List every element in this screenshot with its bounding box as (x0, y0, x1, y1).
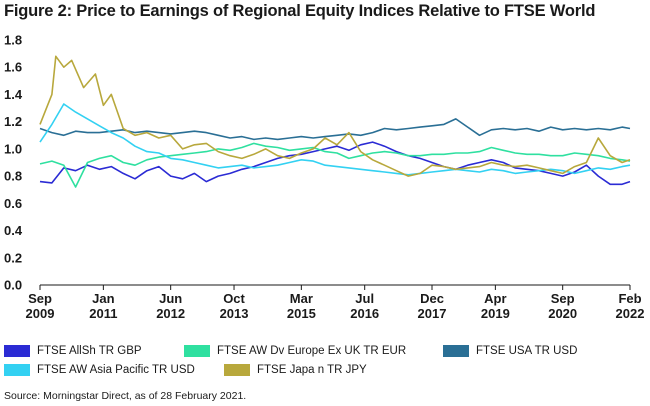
x-tick-label: 2019 (481, 306, 510, 321)
x-tick-label: Jan (92, 291, 114, 306)
legend-item-japan: FTSE Japa n TR JPY (224, 364, 367, 376)
legend-swatch-usa (443, 345, 469, 357)
series-line-0 (39, 141, 631, 186)
legend-swatch-europe (184, 345, 210, 357)
x-tick-label: 2011 (89, 306, 117, 321)
legend-swatch-allshare (4, 345, 30, 357)
series-line-1 (39, 142, 631, 188)
x-tick-label: Oct (223, 291, 245, 306)
series-line-3 (39, 103, 631, 176)
legend-item-europe: FTSE AW Dv Europe Ex UK TR EUR (184, 345, 406, 357)
x-tick-label: 2020 (548, 306, 577, 321)
x-tick-label: 2016 (350, 306, 379, 321)
series-line-4 (39, 55, 631, 177)
legend-item-usa: FTSE USA TR USD (443, 345, 577, 357)
x-tick-label: 2015 (287, 306, 316, 321)
legend-item-allshare: FTSE AllSh TR GBP (4, 345, 142, 357)
y-axis: 0.0 0.2 0.4 0.6 0.8 1.0 1.2 1.4 1.6 1.8 (4, 33, 23, 293)
x-tick-label: Apr (484, 291, 506, 306)
legend-swatch-asia-pacific (4, 364, 30, 376)
x-tick-label: Mar (290, 291, 313, 306)
y-tick-label: 1.2 (4, 114, 22, 129)
legend-label-europe: FTSE AW Dv Europe Ex UK TR EUR (217, 345, 407, 357)
chart-title: Figure 2: Price to Earnings of Regional … (4, 2, 596, 20)
legend-swatch-japan (224, 364, 250, 376)
legend-label-japan: FTSE Japa n TR JPY (257, 364, 367, 376)
x-tick-label: Jun (159, 291, 182, 306)
x-tick-label: 2022 (616, 306, 645, 321)
x-tick-label: Sep (551, 291, 575, 306)
y-tick-label: 1.4 (4, 87, 23, 102)
y-tick-label: 0.6 (4, 196, 22, 211)
x-tick-label: 2009 (26, 306, 55, 321)
y-tick-label: 0.2 (4, 250, 22, 265)
legend-label-usa: FTSE USA TR USD (476, 345, 578, 357)
x-tick-label: 2012 (156, 306, 185, 321)
y-tick-label: 1.0 (4, 141, 22, 156)
x-tick-label: Dec (420, 291, 444, 306)
x-axis: Sep2009Jan2011Jun2012Oct2013Mar2015Jul20… (26, 284, 645, 321)
x-tick-label: 2017 (418, 306, 447, 321)
line-chart: 0.00.20.40.60.81.01.21.41.61.8 Sep2009Ja… (4, 33, 645, 322)
legend-label-allshare: FTSE AllSh TR GBP (37, 345, 142, 357)
series-lines (39, 55, 631, 188)
x-tick-label: 2013 (220, 306, 249, 321)
y-tick-label: 0.0 (4, 278, 22, 293)
y-tick-label: 0.8 (4, 169, 22, 184)
legend-item-asia-pacific: FTSE AW Asia Pacific TR USD (4, 364, 195, 376)
y-tick-label: 0.4 (4, 223, 23, 238)
x-tick-label: Sep (28, 291, 52, 306)
x-tick-label: Feb (618, 291, 641, 306)
series-line-2 (39, 118, 631, 141)
source-note: Source: Morningstar Direct, as of 28 Feb… (4, 390, 247, 402)
y-tick-label: 1.8 (4, 33, 22, 48)
legend: FTSE AllSh TR GBP FTSE AW Dv Europe Ex U… (0, 336, 650, 380)
y-tick-label: 1.6 (4, 60, 22, 75)
legend-label-asia-pacific: FTSE AW Asia Pacific TR USD (37, 364, 195, 376)
x-tick-label: Jul (355, 291, 374, 306)
